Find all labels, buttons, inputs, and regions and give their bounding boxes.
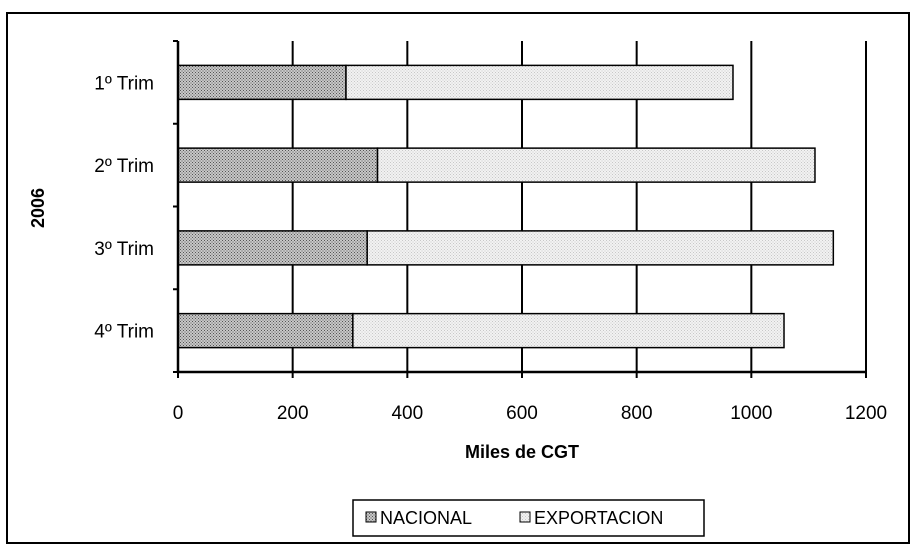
x-tick-label: 400 — [391, 403, 423, 424]
bar-nacional — [177, 312, 354, 349]
legend-label-exportacion: EXPORTACION — [534, 508, 663, 528]
y-tick-label: 4º Trim — [94, 322, 154, 343]
x-tick-label: 800 — [621, 403, 653, 424]
bar-exportacion — [366, 230, 835, 266]
legend-swatch-exportacion — [519, 511, 531, 523]
x-tick-label: 200 — [277, 403, 309, 424]
y-tick-label: 2º Trim — [94, 156, 154, 177]
y-tick-label: 3º Trim — [94, 239, 154, 260]
chart-frame — [6, 12, 910, 544]
x-axis-title: Miles de CGT — [465, 442, 579, 462]
legend-label-nacional: NACIONAL — [380, 508, 472, 528]
bar-nacional — [177, 64, 347, 101]
bar-exportacion — [352, 312, 785, 349]
plot-area: 1º Trim 2º Trim 3º Trim 4º Trim 0 200 400 600 80… — [94, 40, 887, 424]
x-tick-label: 0 — [173, 403, 184, 424]
bar-exportacion — [345, 64, 734, 101]
bar-exportacion — [376, 147, 816, 183]
bar-nacional — [177, 147, 379, 183]
x-tick-label: 1000 — [730, 403, 772, 424]
y-tick-label: 1º Trim — [94, 73, 154, 94]
legend-swatch-nacional — [365, 511, 377, 523]
bar-nacional — [177, 230, 368, 266]
y-axis-title: 2006 — [28, 188, 48, 228]
x-tick-label: 600 — [506, 403, 538, 424]
x-tick-label: 1200 — [845, 403, 887, 424]
legend: NACIONAL EXPORTACION — [352, 499, 705, 537]
